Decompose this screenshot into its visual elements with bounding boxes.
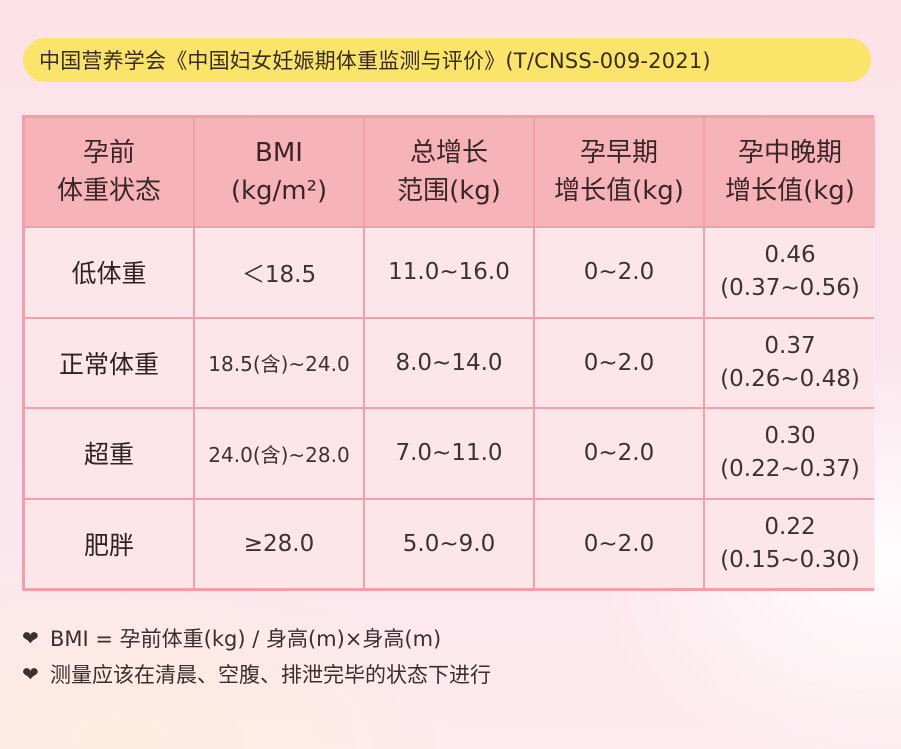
- row-total-range: 11.0~16.0: [365, 228, 533, 317]
- header-bmi: BMI (kg/m²): [195, 118, 363, 226]
- heart-icon: ❤: [22, 626, 39, 650]
- table-row: 正常体重 18.5(含)~24.0 8.0~14.0 0~2.0 0.37 (0…: [25, 318, 875, 407]
- mid-late-value: 0.37: [764, 332, 816, 359]
- row-bmi: 18.5(含)~24.0: [195, 318, 363, 407]
- header-mid-late-gain: 孕中晚期 增长值(kg): [705, 118, 875, 226]
- row-mid-late-gain: 0.37 (0.26~0.48): [705, 318, 875, 407]
- note-formula-text: BMI = 孕前体重(kg) / 身高(m)×身高(m): [50, 627, 442, 651]
- row-status: 肥胖: [25, 499, 193, 588]
- row-bmi: ≥28.0: [195, 499, 363, 588]
- notes: ❤ BMI = 孕前体重(kg) / 身高(m)×身高(m) ❤ 测量应该在清晨…: [22, 620, 491, 692]
- note-formula: ❤ BMI = 孕前体重(kg) / 身高(m)×身高(m): [22, 620, 491, 656]
- row-early-gain: 0~2.0: [535, 318, 703, 407]
- row-bmi: 24.0(含)~28.0: [195, 409, 363, 498]
- row-total-range: 7.0~11.0: [365, 409, 533, 498]
- row-early-gain: 0~2.0: [535, 409, 703, 498]
- mid-late-value: 0.30: [764, 423, 816, 450]
- mid-late-range: (0.37~0.56): [720, 275, 860, 302]
- mid-late-value: 0.46: [764, 242, 816, 269]
- row-status: 超重: [25, 409, 193, 498]
- row-total-range: 8.0~14.0: [365, 318, 533, 407]
- row-total-range: 5.0~9.0: [365, 499, 533, 588]
- row-bmi: ＜18.5: [195, 228, 363, 317]
- row-mid-late-gain: 0.22 (0.15~0.30): [705, 499, 875, 588]
- table-row: 低体重 ＜18.5 11.0~16.0 0~2.0 0.46 (0.37~0.5…: [25, 228, 875, 317]
- table-row: 超重 24.0(含)~28.0 7.0~11.0 0~2.0 0.30 (0.2…: [25, 409, 875, 498]
- mid-late-range: (0.15~0.30): [720, 546, 860, 573]
- row-early-gain: 0~2.0: [535, 499, 703, 588]
- row-status: 正常体重: [25, 318, 193, 407]
- note-measurement: ❤ 测量应该在清晨、空腹、排泄完毕的状态下进行: [22, 656, 491, 692]
- mid-late-value: 0.22: [764, 513, 816, 540]
- mid-late-range: (0.22~0.37): [720, 456, 860, 483]
- mid-late-range: (0.26~0.48): [720, 365, 860, 392]
- source-title: 中国营养学会《中国妇女妊娠期体重监测与评价》(T/CNSS-009-2021): [23, 38, 871, 82]
- note-measurement-text: 测量应该在清晨、空腹、排泄完毕的状态下进行: [50, 663, 491, 687]
- table-row: 肥胖 ≥28.0 5.0~9.0 0~2.0 0.22 (0.15~0.30): [25, 499, 875, 588]
- header-prepregnancy-status: 孕前 体重状态: [25, 118, 193, 226]
- source-title-text: 中国营养学会《中国妇女妊娠期体重监测与评价》(T/CNSS-009-2021): [39, 49, 711, 73]
- weight-gain-table: 孕前 体重状态 BMI (kg/m²) 总增长 范围(kg) 孕早期 增长值(k…: [23, 116, 877, 590]
- header-early-gain: 孕早期 增长值(kg): [535, 118, 703, 226]
- heart-icon: ❤: [22, 662, 39, 686]
- table-header-row: 孕前 体重状态 BMI (kg/m²) 总增长 范围(kg) 孕早期 增长值(k…: [25, 118, 875, 226]
- weight-gain-table-container: 孕前 体重状态 BMI (kg/m²) 总增长 范围(kg) 孕早期 增长值(k…: [22, 115, 877, 591]
- row-status: 低体重: [25, 228, 193, 317]
- row-mid-late-gain: 0.46 (0.37~0.56): [705, 228, 875, 317]
- row-mid-late-gain: 0.30 (0.22~0.37): [705, 409, 875, 498]
- header-total-range: 总增长 范围(kg): [365, 118, 533, 226]
- row-early-gain: 0~2.0: [535, 228, 703, 317]
